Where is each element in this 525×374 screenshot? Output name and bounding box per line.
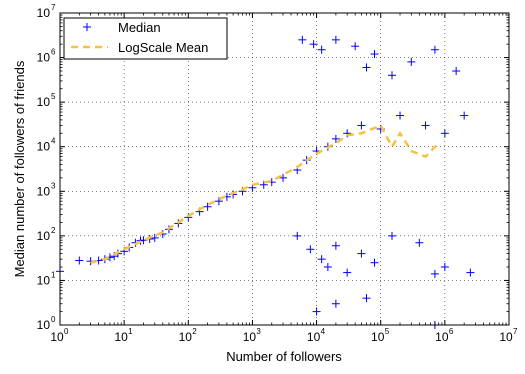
y-tick-label: 10 [37,273,51,287]
median-point [331,35,340,44]
x-tick-label: 10 [50,330,64,344]
y-tick-label-exponent: 3 [51,181,56,190]
legend: Median LogScale Mean [63,17,228,60]
median-point [317,45,326,54]
median-point [430,45,439,54]
y-tick-label-exponent: 2 [51,226,56,235]
x-tick-label-exponent: 4 [321,327,326,336]
legend-median-plus-icon [83,23,91,31]
median-point [306,245,315,254]
median-point [430,269,439,278]
x-tick-label-exponent: 3 [256,327,261,336]
median-point [407,57,416,66]
grid-layer [59,12,510,326]
y-axis-label: Median number of followers of friends [12,60,27,277]
y-tick-label: 10 [37,318,51,332]
plot-background [60,13,509,325]
x-tick-label-exponent: 2 [192,327,197,336]
legend-median-label: Median [118,20,161,35]
x-tick-label: 10 [307,330,321,344]
median-point [460,111,469,120]
median-point [343,129,352,138]
median-point [331,241,340,250]
y-tick-label-exponent: 7 [51,3,56,12]
y-tick-label-exponent: 6 [51,48,56,57]
median-point [75,256,84,265]
x-tick-label-exponent: 0 [64,327,69,336]
median-point [351,42,360,51]
median-point [362,294,371,303]
median-point [466,268,475,277]
median-point [370,50,379,59]
median-point [331,299,340,308]
median-point [357,121,366,130]
median-point [203,202,212,211]
y-tick-label: 10 [37,140,51,154]
tick-layer: 10 0 10 1 10 2 10 3 10 4 10 5 10 6 10 710 010 110 210 310 41… [37,3,518,344]
median-point [362,63,371,72]
x-tick-label-exponent: 1 [128,327,133,336]
legend-box [63,17,228,60]
median-point [317,255,326,264]
x-tick-label: 10 [499,330,513,344]
x-axis-label: Number of followers [226,349,342,364]
median-point [440,129,449,138]
y-tick-label: 10 [37,184,51,198]
y-tick-label-exponent: 4 [51,137,56,146]
y-tick-label: 10 [37,51,51,65]
x-tick-label-exponent: 6 [449,327,454,336]
legend-logscale-mean-label: LogScale Mean [118,40,208,55]
median-point [415,238,424,247]
median-point [331,134,340,143]
median-point [323,263,332,272]
x-tick-label-exponent: 7 [513,327,518,336]
x-tick-label: 10 [179,330,193,344]
y-tick-label-exponent: 5 [51,92,56,101]
x-tick-label: 10 [114,330,128,344]
median-point [440,263,449,272]
median-point [396,111,405,120]
median-point [421,121,430,130]
x-tick-label: 10 [243,330,257,344]
median-point [343,268,352,277]
median-point [388,231,397,240]
median-point [388,71,397,80]
median-point [452,66,461,75]
y-tick-label: 10 [37,229,51,243]
y-tick-label: 10 [37,6,51,20]
median-point [312,307,321,316]
x-tick-label-exponent: 5 [385,327,390,336]
logscale-mean-line [90,123,440,264]
y-tick-label-exponent: 0 [51,315,56,324]
median-point [370,258,379,267]
y-tick-label-exponent: 1 [51,270,56,279]
x-tick-label: 10 [371,330,385,344]
y-tick-label: 10 [37,95,51,109]
median-point [293,231,302,240]
plot-frame [59,12,510,326]
median-point [309,40,318,49]
median-point [279,173,288,182]
median-point [298,35,307,44]
x-tick-label: 10 [435,330,449,344]
median-point [357,249,366,258]
median-point [259,180,268,189]
